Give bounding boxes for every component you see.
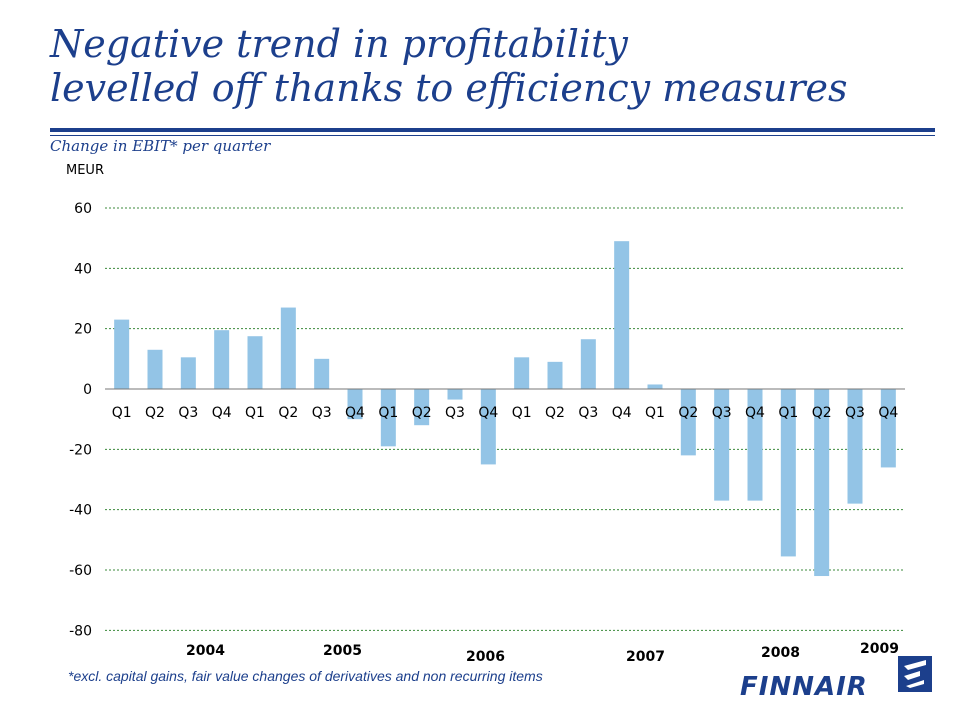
unit-label: MEUR <box>66 163 104 178</box>
bar-17 <box>680 389 696 456</box>
bar-6 <box>314 358 330 389</box>
x-tick-label: Q2 <box>145 405 165 421</box>
bar-16 <box>647 384 663 389</box>
x-tick-label: Q3 <box>178 405 198 421</box>
y-tick-label: 60 <box>74 201 92 217</box>
chart-subtitle: Change in EBIT* per quarter <box>50 137 271 155</box>
bar-2 <box>180 357 196 389</box>
x-tick-label: Q2 <box>278 405 298 421</box>
x-tick-label: Q4 <box>878 405 898 421</box>
finnair-logo-text: FINNAIR <box>740 672 868 702</box>
bar-23 <box>880 389 896 468</box>
bar-4 <box>247 336 263 389</box>
bar-14 <box>580 339 596 389</box>
x-tick-label: Q2 <box>678 405 698 421</box>
page-title: Negative trend in profitability levelled… <box>50 22 930 110</box>
bar-5 <box>280 307 296 389</box>
x-tick-label: Q4 <box>745 405 765 421</box>
x-tick-label: Q3 <box>712 405 732 421</box>
bar-18 <box>714 389 730 501</box>
y-tick-label: -60 <box>69 563 92 579</box>
bar-1 <box>147 349 163 389</box>
title-divider-thin <box>50 135 935 136</box>
bar-11 <box>480 389 496 465</box>
bar-8 <box>380 389 396 447</box>
year-label-2008: 2008 <box>761 645 800 661</box>
x-tick-label: Q1 <box>645 405 665 421</box>
x-tick-label: Q2 <box>545 405 565 421</box>
year-label-2004: 2004 <box>186 643 225 659</box>
x-tick-label: Q4 <box>478 405 498 421</box>
finnair-logo-icon <box>898 656 932 692</box>
x-tick-label: Q1 <box>778 405 798 421</box>
y-tick-label: 20 <box>74 322 92 338</box>
x-tick-label: Q3 <box>845 405 865 421</box>
y-tick-label: -40 <box>69 503 92 519</box>
bar-20 <box>780 389 796 557</box>
x-tick-label: Q4 <box>612 405 632 421</box>
bar-22 <box>847 389 863 504</box>
bar-19 <box>747 389 763 501</box>
y-tick-label: -80 <box>69 623 92 639</box>
x-tick-label: Q4 <box>345 405 365 421</box>
bar-10 <box>447 389 463 400</box>
bar-9 <box>414 389 430 426</box>
bar-0 <box>114 319 130 389</box>
bar-15 <box>614 241 630 389</box>
footnote: *excl. capital gains, fair value changes… <box>68 668 543 684</box>
x-tick-label: Q1 <box>378 405 398 421</box>
y-tick-label: -20 <box>69 442 92 458</box>
x-tick-label: Q2 <box>812 405 832 421</box>
y-tick-label: 40 <box>74 261 92 277</box>
title-line-2: levelled off thanks to efficiency measur… <box>50 66 848 110</box>
x-tick-label: Q3 <box>578 405 598 421</box>
bar-13 <box>547 361 563 389</box>
y-tick-label: 0 <box>83 382 92 398</box>
bar-21 <box>814 389 830 577</box>
title-line-1: Negative trend in profitability <box>50 22 628 66</box>
x-tick-label: Q1 <box>245 405 265 421</box>
x-tick-label: Q2 <box>412 405 432 421</box>
bar-3 <box>214 330 230 389</box>
x-tick-label: Q4 <box>212 405 232 421</box>
x-tick-label: Q3 <box>445 405 465 421</box>
year-label-2007: 2007 <box>626 649 665 665</box>
bar-12 <box>514 357 530 389</box>
x-tick-label: Q1 <box>112 405 132 421</box>
x-tick-label: Q3 <box>312 405 332 421</box>
year-label-2006: 2006 <box>466 649 505 665</box>
bar-7 <box>347 389 363 420</box>
title-divider <box>50 128 935 132</box>
year-label-2005: 2005 <box>323 643 362 659</box>
x-tick-label: Q1 <box>512 405 532 421</box>
year-label-2009: 2009 <box>860 641 899 657</box>
